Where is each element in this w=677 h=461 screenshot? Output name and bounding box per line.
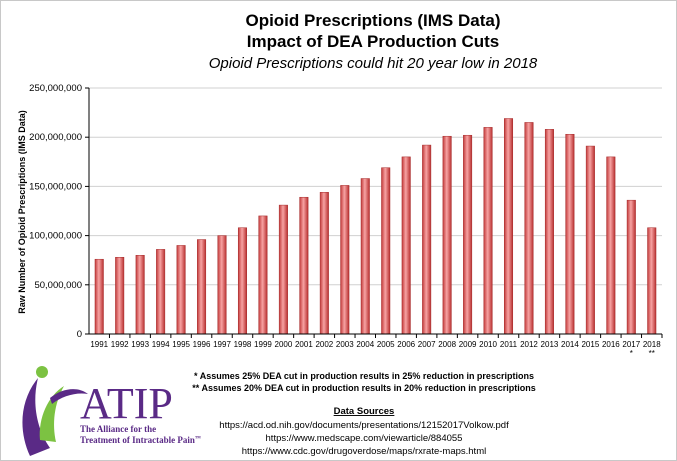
x-tick-label-1998: 1998 <box>234 340 252 349</box>
bar-2016 <box>606 156 616 335</box>
chart-title: Opioid Prescriptions (IMS Data) <box>245 11 500 30</box>
x-tick-label-1999: 1999 <box>254 340 272 349</box>
bar-2003 <box>340 185 350 335</box>
x-tick-label-2013: 2013 <box>541 340 559 349</box>
bar-2015 <box>585 145 595 335</box>
bar-2004 <box>360 178 370 335</box>
chart-title-line2: Impact of DEA Production Cuts <box>247 32 500 51</box>
bar-2010 <box>483 127 493 335</box>
atip-figure-icon <box>22 366 88 456</box>
bar-1999 <box>258 215 268 335</box>
x-tick-label-2008: 2008 <box>438 340 456 349</box>
x-tick-label-2000: 2000 <box>275 340 293 349</box>
x-tick-label-2002: 2002 <box>315 340 333 349</box>
bar-2008 <box>442 135 452 335</box>
x-tick-label-2007: 2007 <box>418 340 436 349</box>
bar-1994 <box>156 249 166 335</box>
x-tick-label-1997: 1997 <box>213 340 231 349</box>
bar-1995 <box>176 245 186 335</box>
bar-2007 <box>422 144 432 335</box>
bar-2009 <box>463 134 473 335</box>
x-tick-label-2006: 2006 <box>397 340 415 349</box>
atip-trademark: ™ <box>195 436 201 442</box>
note-20-percent: ** Assumes 20% DEA cut in production res… <box>192 383 535 393</box>
bar-2002 <box>319 192 329 335</box>
y-tick-label: 200,000,000 <box>29 132 82 143</box>
x-tick-label-2004: 2004 <box>356 340 374 349</box>
bar-1996 <box>197 239 207 335</box>
source-link-medscape[interactable]: https://www.medscape.com/viewarticle/884… <box>266 433 463 444</box>
bars <box>94 118 657 335</box>
x-tick-label-2018: 2018 <box>643 340 661 349</box>
x-tick-label-2016: 2016 <box>602 340 620 349</box>
x-tick-label-2015: 2015 <box>581 340 599 349</box>
x-tick-label-2005: 2005 <box>377 340 395 349</box>
y-tick-label: 50,000,000 <box>34 280 82 291</box>
bar-2011 <box>504 118 514 335</box>
bar-2014 <box>565 133 575 335</box>
x-tick-label-1991: 1991 <box>90 340 108 349</box>
atip-logo-name: ATIP <box>80 379 173 428</box>
sources-title: Data Sources <box>334 406 395 417</box>
bar-2006 <box>401 156 411 335</box>
bar-1997 <box>217 235 227 335</box>
atip-tagline-line2: Treatment of Intractable Pain™ <box>80 435 201 445</box>
x-tick-footnote-mark: ** <box>649 349 655 358</box>
chart-subtitle: Opioid Prescriptions could hit 20 year l… <box>209 55 538 72</box>
x-tick-label-2012: 2012 <box>520 340 538 349</box>
atip-tagline-line1: The Alliance for the <box>80 424 156 434</box>
atip-logo: ATIP The Alliance for the Treatment of I… <box>22 366 201 456</box>
bar-2013 <box>544 129 554 335</box>
note-25-percent: * Assumes 25% DEA cut in production resu… <box>194 371 534 381</box>
source-link-nih[interactable]: https://acd.od.nih.gov/documents/present… <box>219 420 509 431</box>
bar-2000 <box>278 204 288 335</box>
bar-1993 <box>135 255 145 335</box>
bar-2012 <box>524 122 534 335</box>
x-tick-label-2014: 2014 <box>561 340 579 349</box>
y-tick-label: 250,000,000 <box>29 83 82 94</box>
x-axis-ticks: 1991 1992 1993 1994 1995 1996 1997 1998 1999 2000… <box>90 334 663 358</box>
y-axis-ticks: 0 50,000,000 100,000,000 150,000,000 200,000… <box>29 83 89 340</box>
bar-1991 <box>94 258 104 335</box>
x-tick-label-1995: 1995 <box>172 340 190 349</box>
x-tick-label-1993: 1993 <box>131 340 149 349</box>
y-tick-label: 0 <box>77 329 82 340</box>
x-tick-label-2003: 2003 <box>336 340 354 349</box>
bar-2005 <box>381 167 391 335</box>
bar-2017 <box>626 199 636 335</box>
bar-1992 <box>115 256 125 335</box>
x-tick-label-2001: 2001 <box>295 340 313 349</box>
x-tick-label-2017: 2017 <box>622 340 640 349</box>
source-link-cdc[interactable]: https://www.cdc.gov/drugoverdose/maps/rx… <box>242 446 486 457</box>
y-tick-label: 100,000,000 <box>29 231 82 242</box>
x-tick-label-2010: 2010 <box>479 340 497 349</box>
bar-2001 <box>299 196 309 335</box>
x-tick-label-1992: 1992 <box>111 340 129 349</box>
x-tick-label-2011: 2011 <box>500 340 518 349</box>
y-axis-label: Raw Number of Opioid Prescriptions (IMS … <box>17 110 27 314</box>
x-tick-footnote-mark: * <box>630 349 633 358</box>
x-tick-label-1996: 1996 <box>193 340 211 349</box>
atip-tagline-text: Treatment of Intractable Pain <box>80 435 195 445</box>
x-tick-label-2009: 2009 <box>459 340 477 349</box>
x-tick-label-1994: 1994 <box>152 340 170 349</box>
bar-2018 <box>647 227 657 335</box>
y-tick-label: 150,000,000 <box>29 181 82 192</box>
gridlines <box>89 87 662 286</box>
bar-1998 <box>237 227 247 335</box>
